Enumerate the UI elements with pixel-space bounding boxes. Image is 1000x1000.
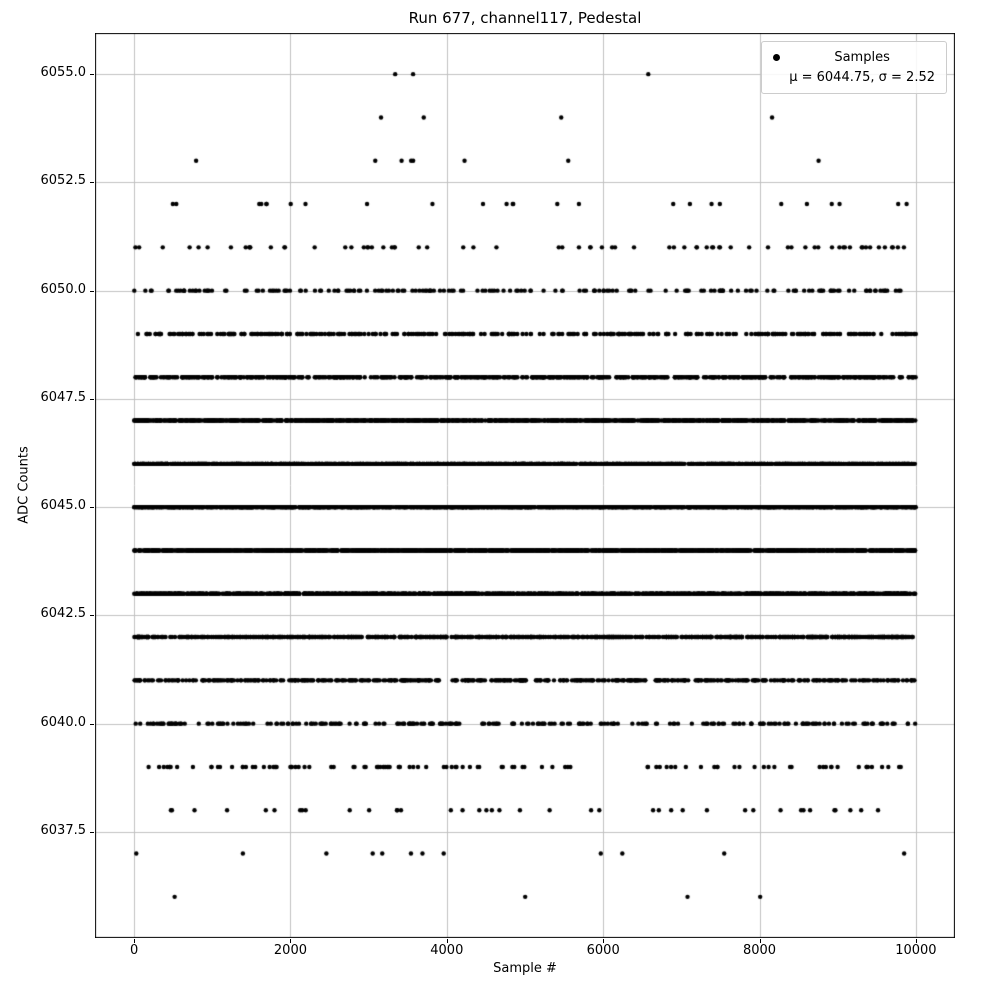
x-tick-mark bbox=[916, 939, 917, 943]
legend: Samples μ = 6044.75, σ = 2.52 bbox=[761, 41, 947, 94]
x-axis-label: Sample # bbox=[493, 961, 557, 976]
legend-label: Samples bbox=[834, 50, 890, 65]
x-tick-mark bbox=[603, 939, 604, 943]
x-tick-label: 0 bbox=[129, 943, 139, 958]
y-tick-mark bbox=[90, 291, 94, 292]
y-tick-mark bbox=[90, 615, 94, 616]
y-tick-label: 6037.5 bbox=[40, 822, 87, 838]
legend-stats: μ = 6044.75, σ = 2.52 bbox=[789, 69, 935, 85]
x-tick-label: 6000 bbox=[586, 943, 620, 958]
y-tick-label: 6045.0 bbox=[40, 498, 87, 514]
x-tick-mark bbox=[760, 939, 761, 943]
legend-text: Samples μ = 6044.75, σ = 2.52 bbox=[789, 48, 935, 87]
y-tick-mark bbox=[90, 399, 94, 400]
plot-area: Samples μ = 6044.75, σ = 2.52 bbox=[95, 33, 955, 938]
y-tick-mark bbox=[90, 724, 94, 725]
y-tick-label: 6050.0 bbox=[40, 281, 87, 297]
y-tick-label: 6052.5 bbox=[40, 173, 87, 189]
x-tick-label: 8000 bbox=[742, 943, 777, 958]
x-tick-mark bbox=[134, 939, 135, 943]
y-tick-label: 6042.5 bbox=[40, 606, 87, 622]
chart-title: Run 677, channel117, Pedestal bbox=[408, 9, 642, 27]
y-tick-mark bbox=[90, 832, 94, 833]
y-tick-mark bbox=[90, 182, 94, 183]
x-tick-mark bbox=[290, 939, 291, 943]
chart-canvas bbox=[95, 33, 955, 938]
y-tick-mark bbox=[90, 74, 94, 75]
x-tick-mark bbox=[447, 939, 448, 943]
y-tick-label: 6047.5 bbox=[40, 389, 87, 405]
legend-marker-icon bbox=[773, 54, 781, 61]
y-tick-label: 6055.0 bbox=[40, 65, 87, 81]
x-tick-label: 2000 bbox=[273, 943, 307, 958]
y-tick-mark bbox=[90, 507, 94, 508]
x-tick-label: 4000 bbox=[430, 943, 464, 958]
y-tick-label: 6040.0 bbox=[40, 714, 87, 730]
x-tick-label: 10000 bbox=[895, 943, 937, 958]
